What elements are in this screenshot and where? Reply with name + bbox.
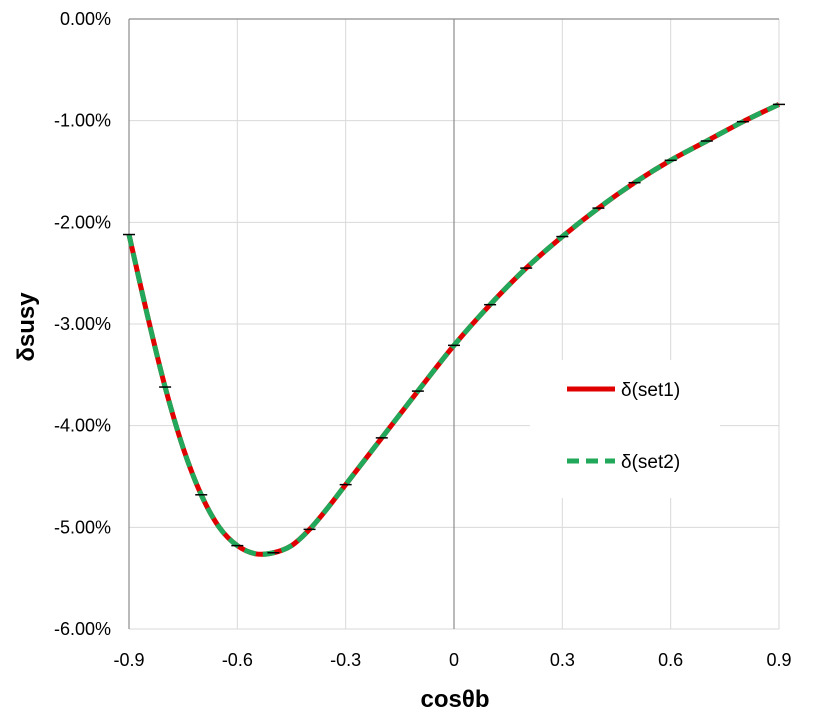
x-tick-label: 0.9 — [766, 650, 791, 670]
x-tick-label: -0.3 — [330, 650, 361, 670]
y-tick-label: -6.00% — [54, 619, 111, 639]
x-tick-label: 0.3 — [550, 650, 575, 670]
y-tick-label: -5.00% — [54, 517, 111, 537]
x-tick-label: 0.6 — [658, 650, 683, 670]
error-bar-layer — [123, 103, 785, 554]
tick-label-layer: -0.9 -0.6 -0.3 0 0.3 0.6 0.9 0.00% -1.00% -2.00% -… — [54, 9, 792, 670]
x-axis-title: cosθb — [421, 686, 490, 713]
x-tick-label: 0 — [449, 650, 459, 670]
y-tick-label: -4.00% — [54, 416, 111, 436]
legend-label-set1: δ(set1) — [621, 380, 680, 401]
legend-background — [530, 360, 720, 498]
legend: δ(set1) δ(set2) — [530, 360, 720, 498]
legend-label-set2: δ(set2) — [621, 452, 680, 473]
y-tick-label: 0.00% — [60, 9, 111, 29]
y-tick-label: -2.00% — [54, 212, 111, 232]
axis-layer — [128, 18, 779, 629]
x-tick-label: -0.9 — [113, 650, 144, 670]
y-axis-title: δsusy — [13, 292, 40, 362]
y-tick-label: -3.00% — [54, 314, 111, 334]
x-tick-label: -0.6 — [222, 650, 253, 670]
y-tick-label: -1.00% — [54, 111, 111, 131]
